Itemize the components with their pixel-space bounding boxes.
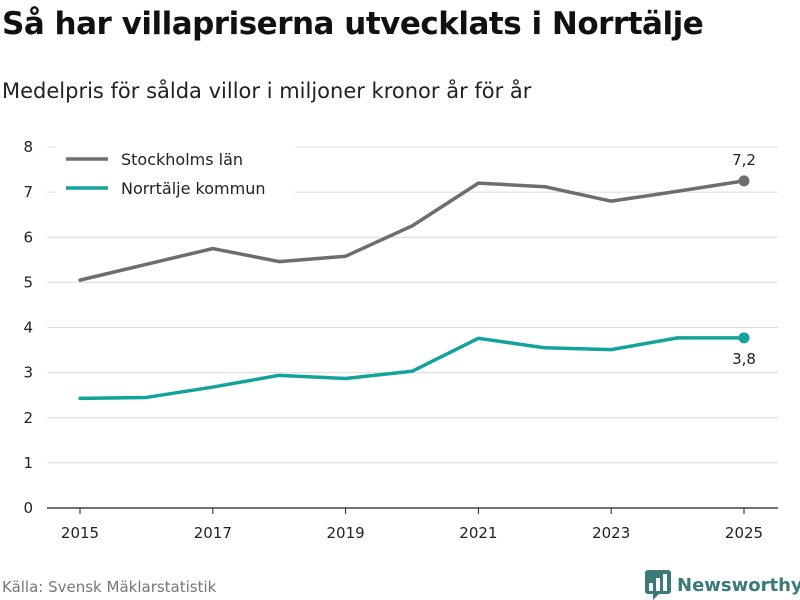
series-lines: 7,2 3,8 (78, 151, 756, 401)
y-tick-label: 5 (23, 273, 33, 291)
y-tick-label: 7 (23, 183, 33, 201)
x-tick-label: 2021 (459, 524, 497, 542)
chart-subtitle: Medelpris för sålda villor i miljoner kr… (2, 79, 532, 103)
x-tick-label: 2025 (725, 524, 763, 542)
y-tick-label: 4 (23, 319, 33, 337)
y-tick-label: 8 (23, 138, 33, 156)
newsworthy-logo-icon (645, 570, 671, 600)
x-tick-label: 2017 (194, 524, 232, 542)
y-axis-ticks: 0 1 2 3 4 5 6 7 8 (23, 138, 33, 517)
data-label: 3,8 (732, 350, 756, 368)
series-line-norrtalje-kommun (78, 336, 746, 401)
series-end-marker (738, 332, 750, 344)
source-note: Källa: Svensk Mäklarstatistik (2, 578, 217, 596)
legend: Stockholms län Norrtälje kommun (55, 145, 295, 205)
brand-name: Newsworthy (677, 574, 800, 596)
chart-title: Så har villapriserna utvecklats i Norrtä… (2, 6, 704, 42)
brand-logo[interactable]: Newsworthy (645, 570, 800, 600)
x-tick-label: 2023 (592, 524, 630, 542)
legend-background (55, 145, 295, 205)
legend-label: Stockholms län (121, 150, 243, 169)
x-tick-label: 2019 (327, 524, 365, 542)
x-tick-label: 2015 (61, 524, 99, 542)
legend-label: Norrtälje kommun (121, 179, 265, 198)
series-line-stockholms-lan (78, 179, 746, 282)
y-tick-label: 6 (23, 228, 33, 246)
x-axis-ticks: 2015 2017 2019 2021 2023 2025 (61, 508, 763, 542)
series-end-marker (738, 175, 750, 187)
y-tick-label: 2 (23, 409, 33, 427)
y-tick-label: 1 (23, 454, 33, 472)
data-label: 7,2 (732, 151, 756, 169)
y-tick-label: 3 (23, 364, 33, 382)
y-tick-label: 0 (23, 499, 33, 517)
